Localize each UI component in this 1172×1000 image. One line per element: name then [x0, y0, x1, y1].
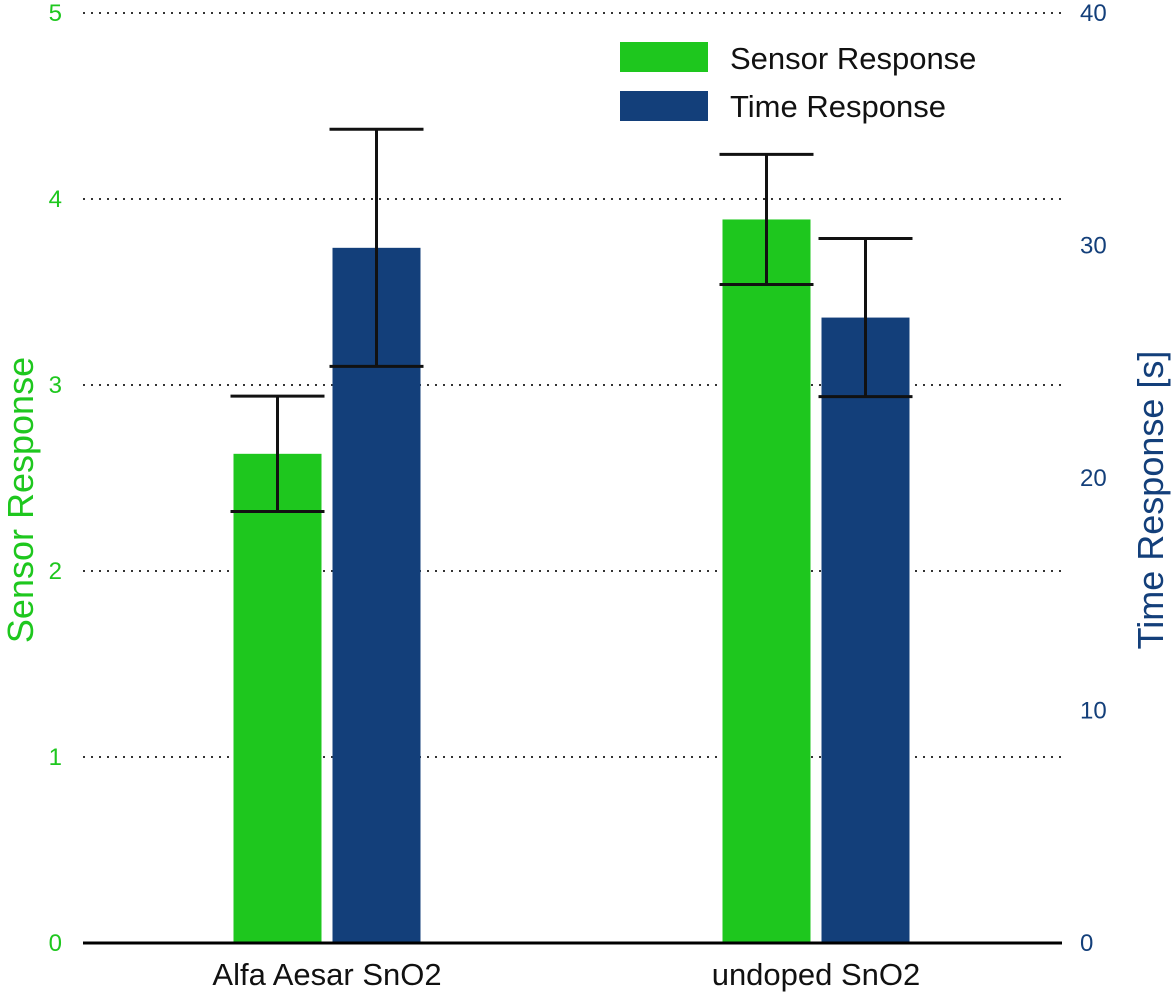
sensor-response-bar: [722, 219, 811, 943]
sensor-response-bar: [233, 453, 322, 943]
left-axis-ticks: 0 1 2 3 4 5: [49, 0, 62, 957]
category-labels: Alfa Aesar SnO2 undoped SnO2: [212, 957, 920, 992]
right-axis-ticks: 0 10 20 30 40: [1080, 0, 1107, 957]
category-label: Alfa Aesar SnO2: [212, 957, 441, 992]
right-tick-label: 40: [1080, 0, 1107, 27]
right-tick-label: 30: [1080, 233, 1107, 260]
right-tick-label: 0: [1080, 930, 1093, 957]
gridlines: [83, 12, 1062, 758]
time-response-error-bar: [818, 237, 913, 399]
legend-swatch-time-response: [620, 91, 708, 121]
legend-label-time-response: Time Response: [730, 89, 946, 124]
left-tick-label: 1: [49, 744, 62, 771]
sensor-response-error-bar: [230, 394, 325, 513]
category-label: undoped SnO2: [712, 957, 921, 992]
legend: Sensor Response Time Response: [620, 41, 976, 124]
right-tick-label: 10: [1080, 698, 1107, 725]
left-axis-title: Sensor Response: [0, 357, 41, 643]
time-response-bar: [821, 317, 910, 943]
left-tick-label: 3: [49, 372, 62, 399]
left-tick-label: 5: [49, 0, 62, 27]
sensor-response-error-bar: [719, 152, 814, 287]
legend-label-sensor-response: Sensor Response: [730, 41, 976, 76]
left-tick-label: 2: [49, 558, 62, 585]
bars: [233, 219, 910, 943]
legend-swatch-sensor-response: [620, 42, 708, 72]
right-axis-title: Time Response [s]: [1130, 351, 1171, 650]
right-tick-label: 20: [1080, 465, 1107, 492]
error-bars: [230, 127, 913, 513]
left-tick-label: 0: [49, 930, 62, 957]
left-tick-label: 4: [49, 186, 62, 213]
time-response-error-bar: [329, 127, 424, 368]
